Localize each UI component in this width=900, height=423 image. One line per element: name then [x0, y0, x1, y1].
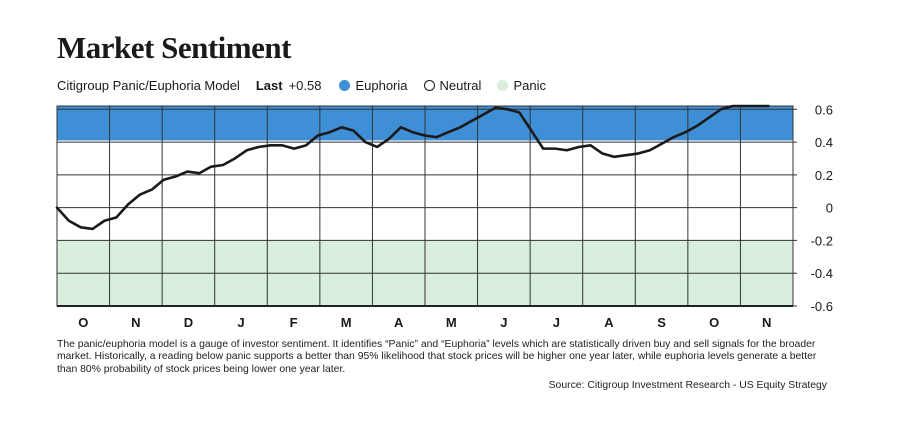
source-note: Source: Citigroup Investment Research - … [548, 380, 827, 391]
x-month-label: J [237, 315, 244, 330]
x-month-label: S [657, 315, 666, 330]
y-tick-label: 0.6 [815, 102, 833, 117]
sentiment-series-line [55, 104, 770, 231]
x-month-label: N [762, 315, 771, 330]
legend-label-neutral: Neutral [439, 78, 482, 93]
neutral-swatch-icon [423, 80, 435, 91]
legend-item-panic: Panic [497, 78, 546, 93]
legend-label-panic: Panic [513, 78, 546, 93]
x-month-label: J [553, 315, 560, 330]
x-month-label: A [394, 315, 404, 330]
euphoria-swatch-icon [339, 80, 351, 91]
x-month-label: D [184, 315, 193, 330]
x-month-label: M [446, 315, 457, 330]
legend-item-euphoria: Euphoria [339, 78, 408, 93]
chart-subtitle-row: Citigroup Panic/Euphoria Model Last +0.5… [57, 78, 556, 93]
legend-item-neutral: Neutral [423, 78, 482, 93]
y-tick-label: -0.6 [811, 299, 833, 314]
x-month-label: F [290, 315, 298, 330]
y-tick-label: -0.2 [811, 233, 833, 248]
panic-swatch-icon [497, 80, 509, 91]
y-tick-label: 0.2 [815, 168, 833, 183]
x-month-label: N [131, 315, 140, 330]
x-month-label: J [500, 315, 507, 330]
x-month-label: A [604, 315, 614, 330]
x-month-label: O [709, 315, 719, 330]
chart-title: Market Sentiment [57, 30, 291, 65]
last-label: Last [255, 78, 283, 93]
legend-label-euphoria: Euphoria [355, 78, 408, 93]
footnote: The panic/euphoria model is a gauge of i… [57, 339, 817, 375]
x-month-label: M [341, 315, 352, 330]
x-month-label: O [78, 315, 88, 330]
y-tick-label: 0.4 [815, 135, 833, 150]
y-tick-label: 0 [826, 201, 833, 216]
last-value: +0.58 [288, 78, 322, 93]
model-name: Citigroup Panic/Euphoria Model [57, 78, 240, 93]
y-tick-label: -0.4 [811, 266, 833, 281]
